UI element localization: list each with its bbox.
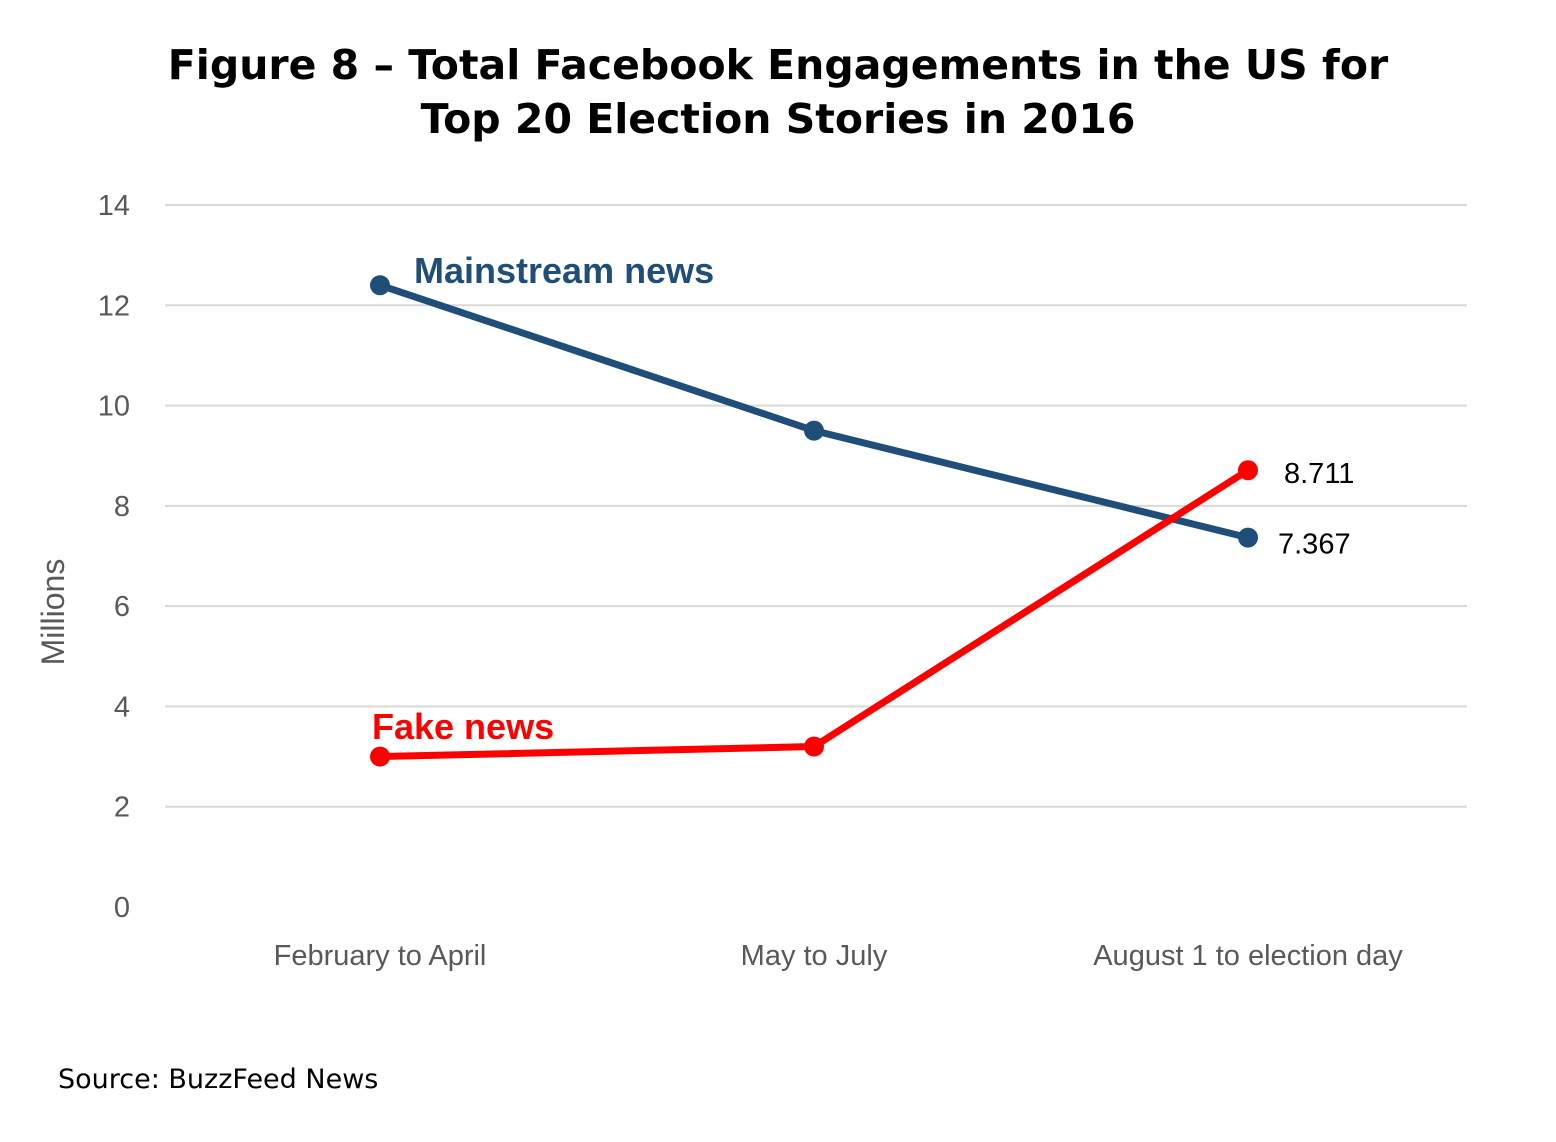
y-tick-6: 6: [114, 591, 130, 623]
data-label-fake-end: 8.711: [1284, 458, 1354, 490]
y-axis-label: Millions: [35, 559, 71, 666]
source-note: Source: BuzzFeed News: [58, 1064, 379, 1095]
data-label-mainstream-end: 7.367: [1278, 529, 1351, 561]
series-1-point-1: [804, 736, 824, 757]
chart-title: Figure 8 – Total Facebook Engagements in…: [0, 38, 1556, 146]
chart-title-line-1: Figure 8 – Total Facebook Engagements in…: [167, 41, 1389, 89]
series-1-point-2: [1238, 460, 1258, 481]
y-tick-12: 12: [98, 290, 130, 322]
series-group: [370, 275, 1258, 767]
series-0-point-0: [370, 275, 390, 296]
x-tick-1: May to July: [741, 940, 888, 972]
y-tick-2: 2: [114, 792, 130, 824]
x-tick-2: August 1 to election day: [1093, 940, 1403, 972]
x-tick-0: February to April: [274, 940, 487, 972]
y-tick-8: 8: [114, 491, 130, 523]
y-tick-10: 10: [98, 391, 130, 423]
y-tick-0: 0: [114, 892, 130, 924]
series-line-0: [376, 281, 1252, 542]
chart-title-line-2: Top 20 Election Stories in 2016: [420, 95, 1136, 143]
gridlines: [165, 204, 1467, 808]
y-tick-4: 4: [114, 691, 130, 723]
series-0-point-2: [1238, 527, 1258, 548]
series-1-point-0: [370, 746, 390, 767]
series-label-fake: Fake news: [372, 706, 554, 747]
series-label-mainstream: Mainstream news: [414, 250, 714, 291]
y-tick-14: 14: [98, 190, 130, 222]
series-0-point-1: [804, 420, 824, 441]
y-tick-labels: 0 2 4 6 8 10 12 14: [98, 190, 130, 924]
x-tick-labels: February to April May to July August 1 to …: [274, 940, 1404, 972]
